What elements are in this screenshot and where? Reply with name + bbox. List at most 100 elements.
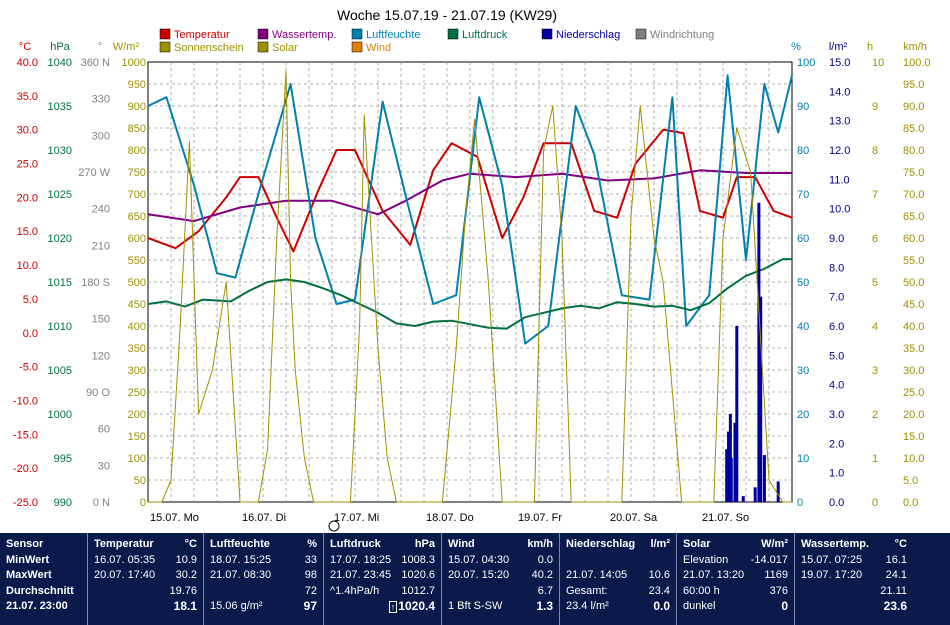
axis-tick-solar: 750 [128,167,146,179]
x-tick-label: 17.07. Mi [334,512,379,524]
axis-tick-humidity: 60 [797,233,809,245]
rain-unit: l/m² [650,538,670,550]
rain-bar [762,455,766,502]
axis-tick-sunhours: 2 [872,409,878,421]
axis-tick-winddir: 270 W [78,167,110,179]
legend-label: Luftdruck [462,29,508,41]
legend-swatch [351,41,363,53]
axis-tick-sunhours: 9 [872,101,878,113]
axis-tick-pressure: 1025 [48,189,72,201]
weather-chart: Woche 15.07.19 - 21.07.19 (KW29) Tempera… [13,7,931,532]
x-tick-label: 15.07. Mo [150,512,199,524]
rain-bar [753,487,757,502]
axis-tick-rain: 5.0 [829,350,844,362]
legend-swatch [635,28,647,40]
axis-tick-humidity: 20 [797,409,809,421]
x-tick-label: 20.07. Sa [610,512,658,524]
legend-label: Windrichtung [650,29,714,41]
wind-min-time: 15.07. 04:30 [448,553,510,566]
axis-tick-rain: 10.0 [829,204,850,216]
hum-now-text: 15.06 g/m² [210,600,263,612]
axis-tick-humidity: 80 [797,145,809,157]
wind-now-value: 1.3 [536,599,553,613]
axis-tick-windspeed: 5.0 [903,475,918,487]
rain-total-value: 23.4 [648,584,670,597]
axis-tick-solar: 100 [128,453,146,465]
axis-tick-humidity: 50 [797,277,809,289]
axis-tick-winddir: 0 N [93,497,110,509]
temp-max-value: 30.2 [175,569,197,581]
axis-tick-solar: 1000 [122,57,146,69]
water-now-value: 23.6 [883,599,907,613]
axis-tick-solar: 950 [128,79,146,91]
axis-tick-humidity: 30 [797,365,809,377]
axis-tick-humidity: 40 [797,321,809,333]
temp-min-time: 16.07. 05:35 [94,553,156,566]
axis-tick-winddir: 330 [92,94,110,106]
rain-bar [776,481,780,502]
press-min-time: 17.07. 18:25 [330,553,392,566]
axis-tick-winddir: 30 [98,460,110,472]
axis-tick-temp: 5.0 [23,294,38,306]
axis-tick-winddir: 60 [98,424,110,436]
water-min-value: 16.1 [885,553,907,566]
axis-tick-sunhours: 3 [872,365,878,377]
axis-tick-windspeed: 10.0 [903,453,924,465]
water-max-value: 24.1 [885,569,907,581]
press-now-value: ↑ 1020.4 [388,599,435,615]
axis-tick-windspeed: 75.0 [903,167,924,179]
axis-tick-windspeed: 35.0 [903,343,924,355]
axis-tick-rain: 3.0 [829,409,844,421]
axis-tick-winddir: 210 [92,240,110,252]
axis-tick-pressure: 995 [54,453,72,465]
plot-area [147,70,793,503]
solar-unit: W/m² [761,538,788,550]
axis-tick-windspeed: 100.0 [903,57,931,69]
axis-tick-temp: -25.0 [13,497,38,509]
press-header: Luftdruck [330,538,381,550]
axis-tick-solar: 600 [128,233,146,245]
press-min-value: 1008.3 [401,553,435,566]
wind-avg-value: 6.7 [537,584,553,597]
hum-unit: % [307,538,317,550]
axis-tick-sunhours: 5 [872,277,878,289]
axis-tick-solar: 900 [128,101,146,113]
legend-label: Sonnenschein [174,42,244,54]
axis-tick-humidity: 90 [797,101,809,113]
axis-tick-sunhours: 8 [872,145,878,157]
axis-tick-windspeed: 40.0 [903,321,924,333]
axis-tick-rain: 12.0 [829,145,850,157]
temp-min-value: 10.9 [175,553,197,566]
axis-unit-windspeed: km/h [903,41,927,53]
solar-now-text: dunkel [683,600,716,612]
axis-tick-windspeed: 0.0 [903,497,918,509]
axis-tick-rain: 9.0 [829,233,844,245]
axis-tick-sunhours: 1 [872,453,878,465]
temp-now-value: 18.1 [173,599,197,613]
axis-tick-temp: 40.0 [17,57,38,69]
solar-max-value: 1169 [764,569,788,581]
temp-header: Temperatur [94,538,154,550]
axis-tick-rain: 6.0 [829,321,844,333]
axis-tick-temp: -15.0 [13,429,38,441]
wind-max-time: 20.07. 15:20 [448,569,510,581]
legend-label: Wassertemp. [272,29,336,41]
axis-tick-temp: -20.0 [13,463,38,475]
axis-tick-temp: 15.0 [17,226,38,238]
axis-tick-pressure: 1015 [48,277,72,289]
legend-swatch [257,28,269,40]
axis-tick-humidity: 100 [797,57,815,69]
legend-label: Wind [366,42,391,54]
axis-tick-sunhours: 7 [872,189,878,201]
stats-col-sensor: Sensor MinWert MaxWert Durchschnitt 21.0… [0,533,88,625]
axis-unit-humidity: % [791,41,801,53]
legend-label: Temperatur [174,29,230,41]
axis-tick-sunhours: 10 [872,57,884,69]
axis-tick-rain: 8.0 [829,262,844,274]
stats-col-wind: Wind km/h 15.07. 04:30 0.0 20.07. 15:20 40.… [442,533,560,625]
axis-tick-pressure: 1030 [48,145,72,157]
stats-col-rain: Niederschlag l/m² 21.07. 14:05 10.6 Gesamt… [560,533,677,625]
wind-max-value: 40.2 [531,569,553,581]
solar-header: Solar [683,538,711,550]
axis-tick-winddir: 180 S [81,277,110,289]
